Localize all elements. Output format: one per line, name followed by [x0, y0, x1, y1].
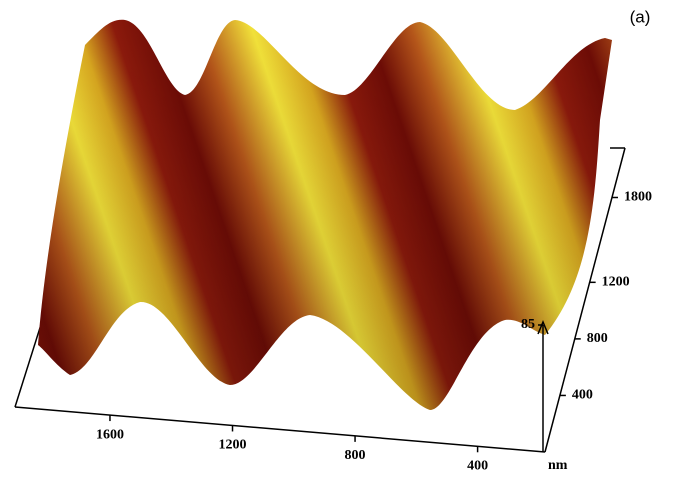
x-tick-label: 1600: [96, 427, 124, 442]
y-tick-label: 800: [587, 331, 608, 346]
panel-label: (a): [630, 7, 651, 26]
front-axis: [14, 406, 546, 453]
x-tick-label: 800: [345, 448, 366, 463]
y-tick-label: 1200: [602, 275, 630, 290]
z-arrow: [537, 320, 549, 335]
y-tick-label: 1800: [624, 190, 652, 205]
y-tick-label: 400: [572, 388, 593, 403]
z-tick-label: 85: [521, 317, 535, 332]
x-tick-label: 400: [467, 458, 488, 473]
unit-label: nm: [548, 458, 568, 473]
right-axis: [544, 147, 626, 453]
surface-shading: [38, 19, 612, 411]
x-tick-label: 1200: [219, 438, 247, 453]
